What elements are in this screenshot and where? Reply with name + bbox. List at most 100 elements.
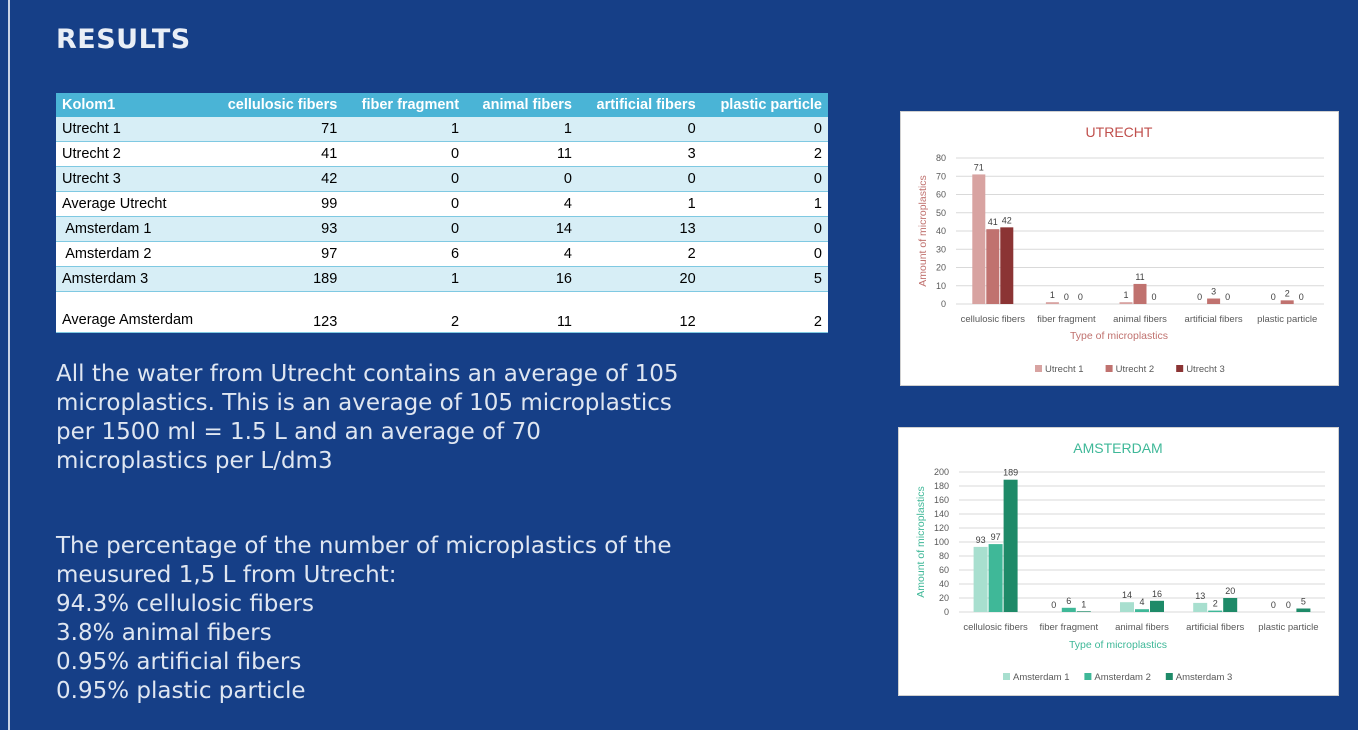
text-line: 0.95% artificial fibers bbox=[56, 649, 302, 675]
text-line: 94.3% cellulosic fibers bbox=[56, 591, 314, 617]
y-tick-label: 80 bbox=[936, 153, 946, 163]
data-label: 0 bbox=[1064, 292, 1069, 302]
y-tick-label: 140 bbox=[934, 509, 949, 519]
data-label: 0 bbox=[1051, 600, 1056, 610]
x-tick-label: fiber fragment bbox=[1039, 622, 1098, 633]
chart-title: UTRECHT bbox=[1086, 124, 1153, 140]
left-border-rule bbox=[8, 0, 10, 730]
table-row: Amsterdam 1 93 0 14 13 0 bbox=[56, 216, 828, 242]
table-cell: 0 bbox=[578, 117, 702, 142]
table-cell: 0 bbox=[343, 191, 466, 217]
data-label: 0 bbox=[1197, 292, 1202, 302]
table-cell: 14 bbox=[465, 216, 578, 242]
data-label: 97 bbox=[991, 532, 1001, 542]
x-tick-label: fiber fragment bbox=[1037, 314, 1096, 325]
y-tick-label: 40 bbox=[939, 579, 949, 589]
bar bbox=[972, 174, 986, 304]
table-cell: 1 bbox=[578, 191, 702, 217]
data-label: 11 bbox=[1135, 272, 1144, 282]
y-tick-label: 80 bbox=[939, 551, 949, 561]
x-axis-title: Type of microplastics bbox=[1070, 330, 1168, 342]
table-cell: 4 bbox=[465, 191, 578, 217]
row-label: Average Amsterdam bbox=[56, 291, 208, 333]
legend-swatch bbox=[1084, 673, 1092, 680]
table-cell: 41 bbox=[208, 141, 344, 167]
bar bbox=[1296, 608, 1311, 612]
y-tick-label: 50 bbox=[936, 208, 946, 218]
data-label: 16 bbox=[1152, 589, 1162, 599]
table-cell: 20 bbox=[578, 266, 702, 292]
table-cell: 0 bbox=[701, 241, 828, 267]
bar bbox=[1061, 607, 1076, 612]
table-cell: 0 bbox=[701, 216, 828, 242]
bar bbox=[1045, 302, 1059, 304]
y-tick-label: 200 bbox=[934, 467, 949, 477]
bar bbox=[1280, 300, 1294, 304]
table-cell: 16 bbox=[465, 266, 578, 292]
y-tick-label: 120 bbox=[934, 523, 949, 533]
table-cell: 1 bbox=[343, 117, 466, 142]
bar bbox=[1223, 598, 1238, 612]
row-label: Utrecht 3 bbox=[56, 166, 208, 192]
y-tick-label: 160 bbox=[934, 495, 949, 505]
column-header: artificial fibers bbox=[578, 93, 702, 117]
table-cell: 0 bbox=[701, 166, 828, 192]
bar bbox=[988, 544, 1003, 612]
table-cell: 123 bbox=[208, 291, 344, 333]
data-label: 93 bbox=[976, 535, 986, 545]
bar bbox=[1133, 283, 1147, 304]
x-tick-label: plastic particle bbox=[1258, 622, 1318, 633]
y-tick-label: 20 bbox=[936, 263, 946, 273]
data-label: 41 bbox=[988, 217, 998, 227]
table-cell: 97 bbox=[208, 241, 344, 267]
legend-label: Amsterdam 2 bbox=[1094, 672, 1151, 683]
table-cell: 71 bbox=[208, 117, 344, 142]
table-cell: 0 bbox=[701, 117, 828, 142]
data-label: 0 bbox=[1286, 600, 1291, 610]
table-row: Average Utrecht 99 0 4 1 1 bbox=[56, 191, 828, 217]
text-line: per 1500 ml = 1.5 L and an average of 70 bbox=[56, 419, 541, 445]
data-label: 0 bbox=[1151, 292, 1156, 302]
data-label: 42 bbox=[1002, 215, 1012, 225]
bar bbox=[1208, 610, 1223, 612]
data-label: 14 bbox=[1122, 590, 1132, 600]
legend-label: Amsterdam 1 bbox=[1013, 672, 1070, 683]
y-axis-title: Amount of microplastics bbox=[917, 175, 929, 286]
x-axis-title: Type of microplastics bbox=[1069, 639, 1167, 651]
legend-swatch bbox=[1165, 673, 1173, 680]
summary-paragraph: All the water from Utrecht contains an a… bbox=[56, 360, 679, 476]
bar bbox=[1003, 479, 1018, 612]
data-label: 6 bbox=[1066, 596, 1071, 606]
data-label: 0 bbox=[1271, 600, 1276, 610]
legend-label: Utrecht 3 bbox=[1186, 364, 1225, 375]
bar bbox=[1150, 600, 1164, 612]
table-row: Amsterdam 2 97 6 4 2 0 bbox=[56, 241, 828, 267]
row-label: Amsterdam 2 bbox=[56, 241, 208, 267]
column-header: Kolom1 bbox=[56, 93, 208, 117]
results-table: Kolom1 cellulosic fibers fiber fragment … bbox=[56, 93, 828, 333]
row-label: Average Utrecht bbox=[56, 191, 208, 217]
legend-swatch bbox=[1035, 365, 1042, 372]
text-line: All the water from Utrecht contains an a… bbox=[56, 361, 679, 387]
legend-label: Amsterdam 3 bbox=[1176, 672, 1233, 683]
data-label: 0 bbox=[1299, 292, 1304, 302]
y-axis-title: Amount of microplastics bbox=[915, 486, 927, 597]
y-tick-label: 60 bbox=[939, 565, 949, 575]
legend-swatch bbox=[1003, 673, 1010, 680]
bar bbox=[1076, 611, 1091, 612]
x-tick-label: cellulosic fibers bbox=[961, 314, 1026, 325]
table-cell: 0 bbox=[465, 166, 578, 192]
y-tick-label: 70 bbox=[936, 171, 946, 181]
table-cell: 93 bbox=[208, 216, 344, 242]
table-cell: 11 bbox=[465, 291, 578, 333]
table-cell: 3 bbox=[578, 141, 702, 167]
y-tick-label: 60 bbox=[936, 190, 946, 200]
chart-title: AMSTERDAM bbox=[1073, 440, 1162, 456]
column-header: plastic particle bbox=[701, 93, 828, 117]
y-tick-label: 40 bbox=[936, 226, 946, 236]
table-row: Utrecht 1 71 1 1 0 0 bbox=[56, 117, 828, 142]
table-row: Average Amsterdam 123 2 11 12 2 bbox=[56, 291, 828, 333]
table-cell: 2 bbox=[701, 291, 828, 333]
data-label: 1 bbox=[1081, 599, 1086, 609]
